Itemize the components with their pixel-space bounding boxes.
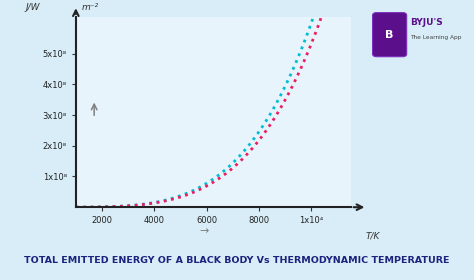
Text: BYJU'S: BYJU'S	[410, 18, 443, 27]
Text: m⁻²: m⁻²	[82, 3, 99, 12]
Text: The Learning App: The Learning App	[410, 35, 462, 40]
Text: B: B	[385, 30, 394, 40]
Text: →: →	[199, 226, 209, 236]
Text: J/W: J/W	[26, 3, 40, 12]
Text: TOTAL EMITTED ENERGY OF A BLACK BODY Vs THERMODYNAMIC TEMPERATURE: TOTAL EMITTED ENERGY OF A BLACK BODY Vs …	[24, 256, 450, 265]
Text: T/K: T/K	[365, 232, 380, 241]
FancyBboxPatch shape	[373, 13, 407, 57]
